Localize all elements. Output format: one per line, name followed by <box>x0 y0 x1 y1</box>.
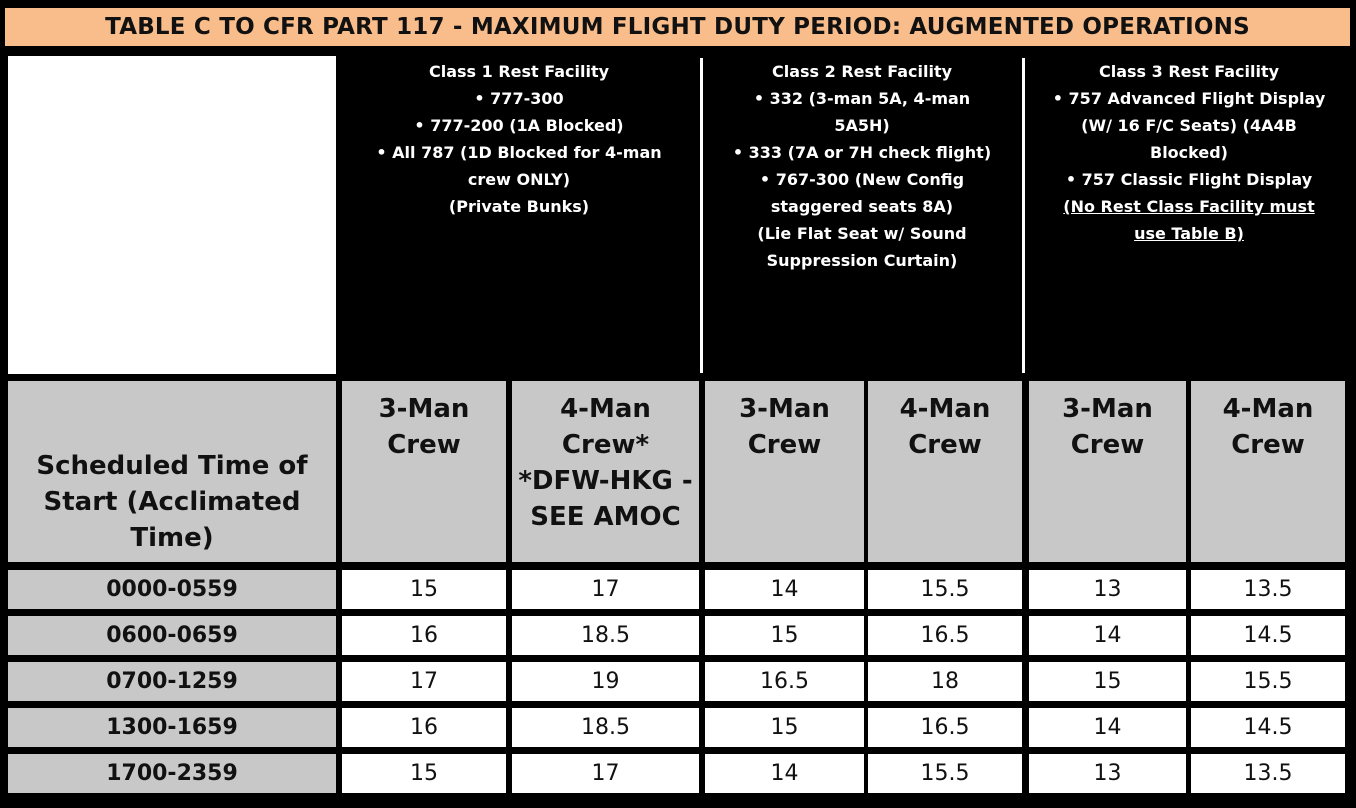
rest-facility-class-3: Class 3 Rest Facility • 757 Advanced Flig… <box>1026 58 1352 247</box>
duty-value-cell: 16 <box>342 616 506 655</box>
row-time-cell: 1700-2359 <box>8 754 336 793</box>
duty-value-cell: 18.5 <box>512 708 699 747</box>
row-time-cell: 0000-0559 <box>8 570 336 609</box>
header-line: Time) <box>130 523 214 553</box>
facility-divider <box>700 58 703 373</box>
facility-line: crew ONLY) <box>467 170 571 189</box>
duty-value-cell: 15 <box>1029 662 1186 701</box>
row-time-cell: 1300-1659 <box>8 708 336 747</box>
crew-column-header: 4-Man Crew <box>1191 381 1345 562</box>
duty-value-cell: 15.5 <box>868 570 1022 609</box>
rest-facility-class-2: Class 2 Rest Facility • 332 (3-man 5A, 4-… <box>704 58 1020 274</box>
header-line: Crew <box>387 430 461 460</box>
table-title: TABLE C TO CFR PART 117 - MAXIMUM FLIGHT… <box>5 8 1350 46</box>
duty-value-cell: 13 <box>1029 570 1186 609</box>
facility-line: (No Rest Class Facility must <box>1063 197 1315 216</box>
duty-value-cell: 15 <box>705 616 864 655</box>
facility-line: Class 3 Rest Facility <box>1098 62 1280 81</box>
duty-value-cell: 18 <box>868 662 1022 701</box>
duty-value-cell: 16.5 <box>868 616 1022 655</box>
facility-line: • 332 (3-man 5A, 4-man <box>753 89 971 108</box>
facility-line: • 767-300 (New Config <box>759 170 965 189</box>
facility-line: • 777-300 <box>474 89 564 108</box>
header-line: Start (Acclimated <box>43 487 301 517</box>
crew-column-header: 4-Man Crew* *DFW-HKG - SEE AMOC <box>512 381 699 562</box>
facility-line: staggered seats 8A) <box>770 197 954 216</box>
facility-divider <box>1022 58 1025 373</box>
row-time-cell: 0700-1259 <box>8 662 336 701</box>
crew-column-header: 3-Man Crew <box>1029 381 1186 562</box>
facility-line: • All 787 (1D Blocked for 4-man <box>376 143 662 162</box>
header-line: Crew <box>747 430 822 460</box>
header-line: Crew <box>1231 430 1305 460</box>
facility-line: use Table B) <box>1134 224 1244 243</box>
duty-value-cell: 18.5 <box>512 616 699 655</box>
row-time-cell: 0600-0659 <box>8 616 336 655</box>
header-line: SEE AMOC <box>530 502 681 532</box>
facility-line: • 333 (7A or 7H check flight) <box>732 143 992 162</box>
duty-value-cell: 14.5 <box>1191 616 1345 655</box>
duty-value-cell: 15 <box>342 754 506 793</box>
duty-value-cell: 15.5 <box>868 754 1022 793</box>
duty-value-cell: 13.5 <box>1191 754 1345 793</box>
facility-line: 5A5H) <box>834 116 890 135</box>
facility-line: Class 1 Rest Facility <box>428 62 610 81</box>
facility-line: • 757 Advanced Flight Display <box>1052 89 1326 108</box>
header-line: 4-Man <box>1222 394 1314 424</box>
duty-value-cell: 14 <box>1029 708 1186 747</box>
duty-value-cell: 15 <box>705 708 864 747</box>
blank-corner-cell <box>8 56 336 374</box>
header-line: Crew* <box>561 430 650 460</box>
duty-value-cell: 14 <box>1029 616 1186 655</box>
duty-value-cell: 13 <box>1029 754 1186 793</box>
crew-column-header: 3-Man Crew <box>705 381 864 562</box>
facility-line: • 777-200 (1A Blocked) <box>414 116 624 135</box>
header-line: Crew <box>908 430 982 460</box>
facility-line: Blocked) <box>1150 143 1228 162</box>
duty-value-cell: 15.5 <box>1191 662 1345 701</box>
scheduled-time-header: Scheduled Time of Start (Acclimated Time) <box>8 381 336 562</box>
rest-facility-class-1: Class 1 Rest Facility • 777-300 • 777-200 … <box>340 58 698 220</box>
duty-value-cell: 19 <box>512 662 699 701</box>
header-line: 3-Man <box>1062 394 1153 424</box>
header-line: Crew <box>1070 430 1145 460</box>
crew-column-header: 4-Man Crew <box>868 381 1022 562</box>
header-line: 4-Man <box>560 394 651 424</box>
header-line: *DFW-HKG - <box>518 466 693 496</box>
duty-value-cell: 16.5 <box>868 708 1022 747</box>
duty-value-cell: 14 <box>705 570 864 609</box>
crew-column-header: 3-Man Crew <box>342 381 506 562</box>
header-line: Scheduled Time of <box>36 451 308 481</box>
duty-value-cell: 14.5 <box>1191 708 1345 747</box>
header-line: 3-Man <box>739 394 830 424</box>
duty-value-cell: 17 <box>512 754 699 793</box>
facility-line: (Lie Flat Seat w/ Sound <box>757 224 967 243</box>
duty-value-cell: 17 <box>342 662 506 701</box>
duty-value-cell: 17 <box>512 570 699 609</box>
facility-line: (Private Bunks) <box>448 197 590 216</box>
facility-line: • 757 Classic Flight Display <box>1065 170 1313 189</box>
duty-value-cell: 14 <box>705 754 864 793</box>
facility-line: Suppression Curtain) <box>766 251 958 270</box>
header-line: 4-Man <box>899 394 991 424</box>
facility-line: (W/ 16 F/C Seats) (4A4B <box>1081 116 1297 135</box>
duty-value-cell: 16.5 <box>705 662 864 701</box>
header-line: 3-Man <box>378 394 470 424</box>
duty-value-cell: 13.5 <box>1191 570 1345 609</box>
duty-value-cell: 15 <box>342 570 506 609</box>
facility-line: Class 2 Rest Facility <box>771 62 953 81</box>
duty-value-cell: 16 <box>342 708 506 747</box>
